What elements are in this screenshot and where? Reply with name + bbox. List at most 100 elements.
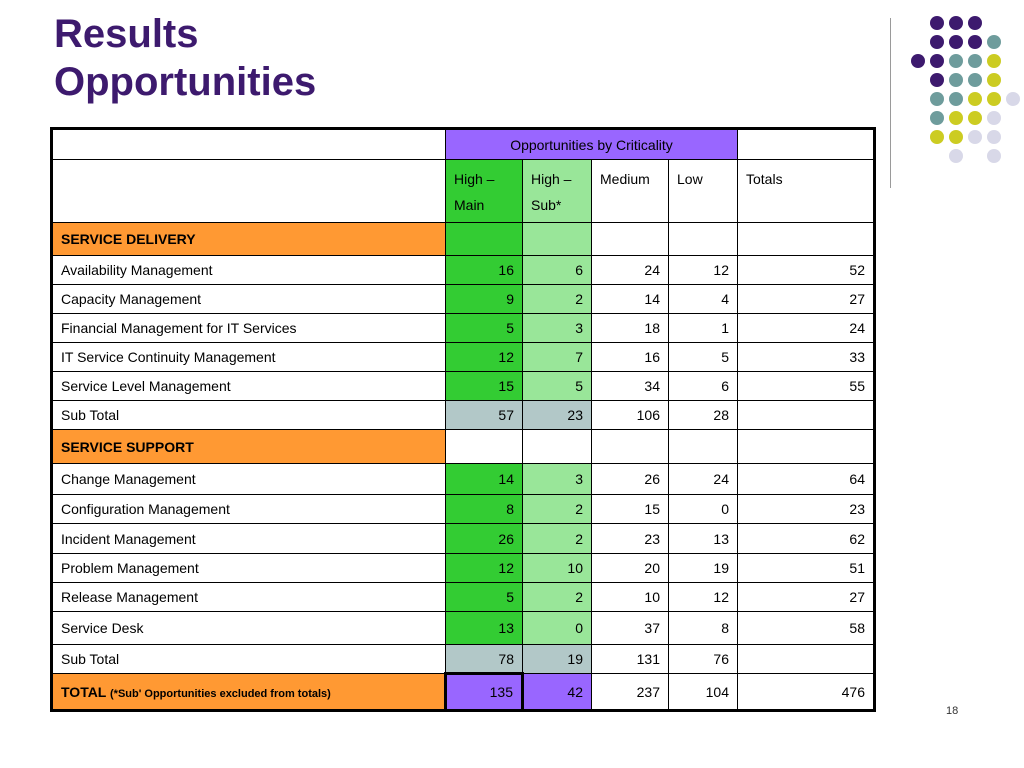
subtotal-cell: 57 bbox=[445, 400, 523, 430]
subtotal-cell bbox=[737, 644, 875, 674]
value-cell: 2 bbox=[522, 523, 592, 554]
value-cell: 3 bbox=[522, 463, 592, 495]
table-row: Problem Management 12 10 20 19 51 bbox=[51, 553, 875, 583]
table-row: Service Desk 13 0 37 8 58 bbox=[51, 611, 875, 645]
value-cell: 6 bbox=[668, 371, 738, 401]
row-label: Release Management bbox=[51, 582, 446, 612]
subtotal-row: Sub Total 78 19 131 76 bbox=[51, 644, 875, 674]
subtotal-cell: 131 bbox=[591, 644, 669, 674]
criticality-header: Opportunities by Criticality bbox=[445, 128, 738, 160]
value-cell: 64 bbox=[737, 463, 875, 495]
value-cell: 62 bbox=[737, 523, 875, 554]
value-cell: 27 bbox=[737, 284, 875, 314]
empty-cell bbox=[668, 429, 738, 464]
decorative-dot bbox=[987, 54, 1001, 68]
decorative-dot bbox=[930, 54, 944, 68]
row-label: Incident Management bbox=[51, 523, 446, 554]
value-cell: 15 bbox=[445, 371, 523, 401]
decorative-dot bbox=[1006, 92, 1020, 106]
value-cell: 15 bbox=[591, 494, 669, 524]
value-cell: 24 bbox=[668, 463, 738, 495]
value-cell: 13 bbox=[668, 523, 738, 554]
total-title: TOTAL bbox=[61, 683, 107, 700]
empty-cell bbox=[591, 222, 669, 256]
column-header: Medium bbox=[591, 159, 669, 223]
table-row: Service Level Management 15 5 34 6 55 bbox=[51, 371, 875, 401]
table-row: Availability Management 16 6 24 12 52 bbox=[51, 255, 875, 285]
value-cell: 2 bbox=[522, 284, 592, 314]
value-cell: 7 bbox=[522, 342, 592, 372]
empty-cell bbox=[522, 222, 592, 256]
value-cell: 12 bbox=[445, 342, 523, 372]
decorative-dot bbox=[949, 111, 963, 125]
value-cell: 12 bbox=[668, 582, 738, 612]
decorative-dot bbox=[987, 149, 1001, 163]
decorative-dot bbox=[930, 130, 944, 144]
value-cell: 12 bbox=[445, 553, 523, 583]
page-number: 18 bbox=[946, 705, 959, 717]
value-cell: 0 bbox=[522, 611, 592, 645]
row-label: Service Level Management bbox=[51, 371, 446, 401]
decorative-dot bbox=[987, 111, 1001, 125]
decorative-dot bbox=[987, 92, 1001, 106]
subtotal-cell bbox=[737, 400, 875, 430]
value-cell: 51 bbox=[737, 553, 875, 583]
header-blank-cell bbox=[51, 128, 446, 160]
value-cell: 37 bbox=[591, 611, 669, 645]
value-cell: 14 bbox=[445, 463, 523, 495]
value-cell: 2 bbox=[522, 494, 592, 524]
decorative-dot bbox=[930, 73, 944, 87]
value-cell: 12 bbox=[668, 255, 738, 285]
value-cell: 26 bbox=[445, 523, 523, 554]
empty-cell bbox=[522, 429, 592, 464]
section-header-row: SERVICE DELIVERY bbox=[51, 222, 875, 256]
value-cell: 24 bbox=[737, 313, 875, 343]
row-label: Configuration Management bbox=[51, 494, 446, 524]
table-row: Configuration Management 8 2 15 0 23 bbox=[51, 494, 875, 524]
decorative-dot bbox=[987, 73, 1001, 87]
value-cell: 5 bbox=[445, 313, 523, 343]
value-cell: 8 bbox=[668, 611, 738, 645]
row-label: Service Desk bbox=[51, 611, 446, 645]
section-title: SERVICE DELIVERY bbox=[51, 222, 446, 256]
value-cell: 33 bbox=[737, 342, 875, 372]
value-cell: 2 bbox=[522, 582, 592, 612]
value-cell: 23 bbox=[737, 494, 875, 524]
empty-cell bbox=[445, 222, 523, 256]
decorative-dot bbox=[968, 130, 982, 144]
opportunities-table: Opportunities by Criticality High – Main H… bbox=[50, 127, 876, 712]
total-cell: 42 bbox=[522, 673, 592, 711]
table-row: Financial Management for IT Services 5 3 18… bbox=[51, 313, 875, 343]
empty-cell bbox=[445, 429, 523, 464]
value-cell: 4 bbox=[668, 284, 738, 314]
value-cell: 1 bbox=[668, 313, 738, 343]
decorative-dot bbox=[968, 35, 982, 49]
total-label: TOTAL (*Sub' Opportunities excluded from… bbox=[51, 673, 446, 711]
table-row: Capacity Management 9 2 14 4 27 bbox=[51, 284, 875, 314]
column-header: High – Sub* bbox=[522, 159, 592, 223]
value-cell: 3 bbox=[522, 313, 592, 343]
subtotal-cell: 23 bbox=[522, 400, 592, 430]
table-row: Incident Management 26 2 23 13 62 bbox=[51, 523, 875, 554]
section-title: SERVICE SUPPORT bbox=[51, 429, 446, 464]
total-cell: 476 bbox=[737, 673, 875, 711]
value-cell: 58 bbox=[737, 611, 875, 645]
empty-cell bbox=[737, 222, 875, 256]
value-cell: 16 bbox=[445, 255, 523, 285]
decorative-dot bbox=[949, 16, 963, 30]
value-cell: 10 bbox=[591, 582, 669, 612]
row-label: Availability Management bbox=[51, 255, 446, 285]
table-row: IT Service Continuity Management 12 7 16 5 33 bbox=[51, 342, 875, 372]
title-line-2: Opportunities bbox=[54, 60, 317, 104]
decorative-dot bbox=[968, 73, 982, 87]
decorative-dot bbox=[911, 54, 925, 68]
column-header: Low bbox=[668, 159, 738, 223]
header-blank-cell bbox=[737, 128, 875, 160]
value-cell: 0 bbox=[668, 494, 738, 524]
slide-title: Results Opportunities bbox=[54, 10, 316, 106]
subtotal-cell: 28 bbox=[668, 400, 738, 430]
value-cell: 8 bbox=[445, 494, 523, 524]
header-row-columns: High – Main High – Sub* Medium Low Totals bbox=[51, 159, 875, 223]
row-label: Financial Management for IT Services bbox=[51, 313, 446, 343]
empty-cell bbox=[591, 429, 669, 464]
